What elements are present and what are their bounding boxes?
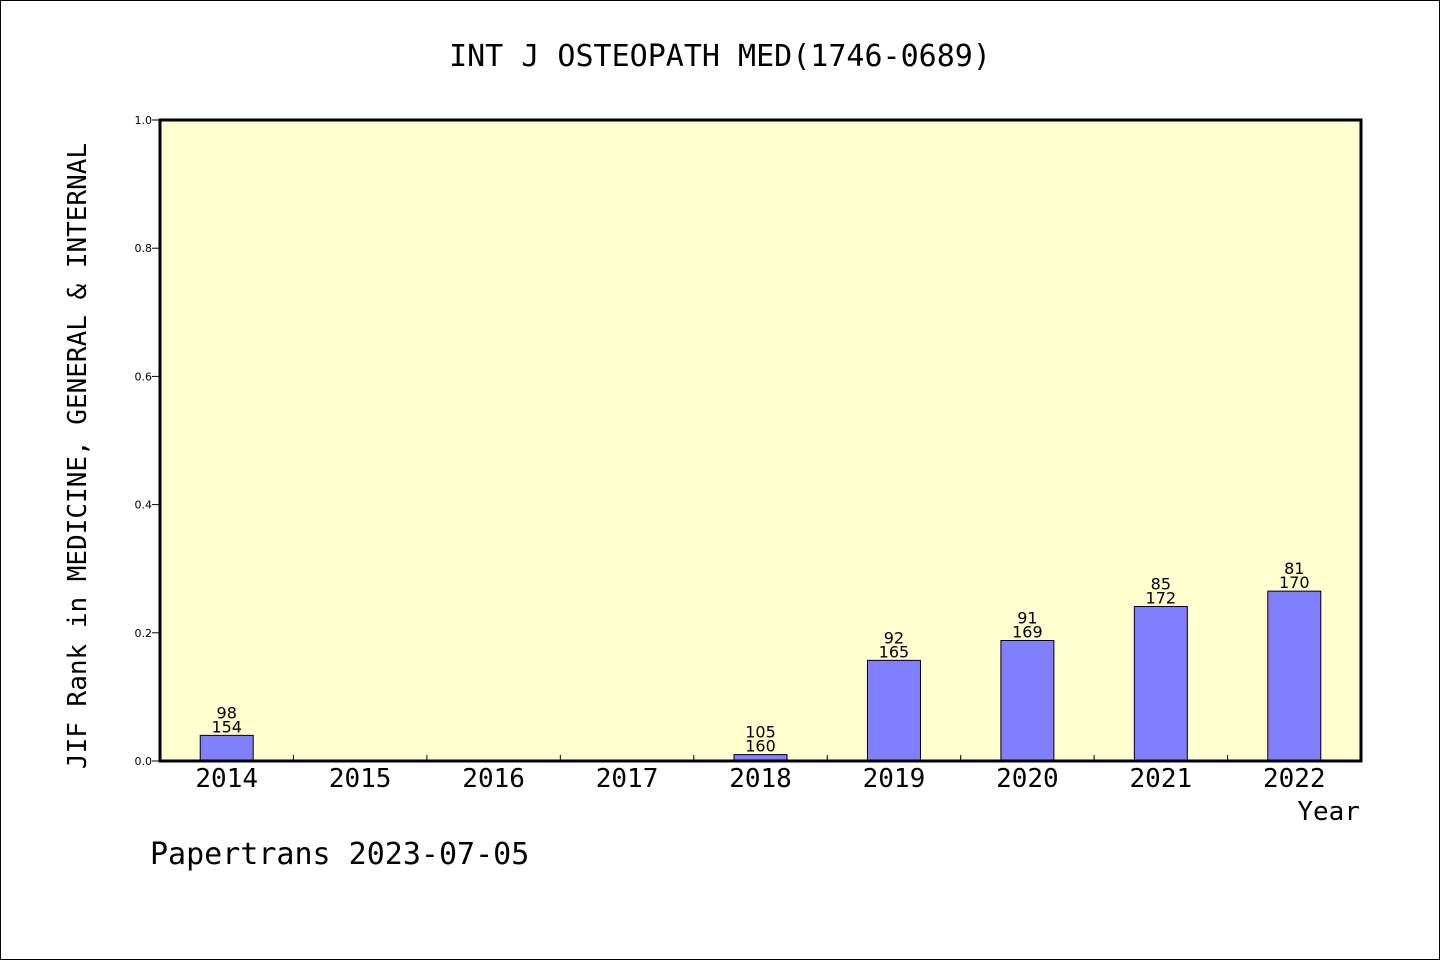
y-tick-label: 0.6	[135, 370, 153, 383]
x-tick-label: 2022	[1263, 764, 1326, 794]
x-tick-label: 2019	[863, 764, 926, 794]
bar-rank-label: 81	[1284, 559, 1304, 578]
chart-title: INT J OSTEOPATH MED(1746-0689)	[449, 39, 991, 74]
bar-rank-label: 85	[1151, 575, 1171, 594]
bars-group	[199, 590, 1322, 762]
y-axis: 0.0 0.2 0.4 0.6 0.8 1.0	[135, 114, 160, 768]
x-tick-label: 2017	[596, 764, 659, 794]
bar-rank-label: 91	[1017, 608, 1037, 627]
bar-rank-label: 98	[217, 703, 237, 722]
y-tick-label: 0.2	[135, 627, 153, 640]
bar-2022	[1267, 590, 1322, 762]
bar-total-label: 170	[1279, 573, 1310, 592]
bar-2014	[199, 734, 254, 762]
bar-total-label: 165	[879, 642, 910, 661]
plot-border	[158, 118, 1363, 763]
y-tick-label: 1.0	[135, 114, 153, 127]
y-axis-label: JIF Rank in MEDICINE, GENERAL & INTERNAL	[63, 143, 93, 769]
bar-2019	[866, 659, 921, 762]
x-tick-label: 2020	[996, 764, 1059, 794]
x-tick-label: 2015	[329, 764, 392, 794]
x-axis: 2014 2015 2016 2017 2018 2019 2020 2021 2022	[195, 755, 1326, 794]
bar-total-label: 154	[211, 717, 242, 736]
bar-2021	[1133, 606, 1188, 762]
y-tick-label: 0.8	[135, 242, 153, 255]
y-tick-label: 0.4	[135, 499, 153, 512]
x-tick-label: 2018	[729, 764, 792, 794]
x-tick-label: 2021	[1130, 764, 1193, 794]
x-tick-label: 2016	[462, 764, 525, 794]
bar-rank-label: 92	[884, 628, 904, 647]
x-axis-label: Year	[1297, 797, 1360, 827]
y-tick-label: 0.0	[135, 755, 153, 768]
footer-credit: Papertrans 2023-07-05	[150, 837, 529, 872]
bar-total-label: 172	[1146, 589, 1177, 608]
bar-2020	[1000, 639, 1055, 762]
x-tick-label: 2014	[195, 764, 258, 794]
bar-total-label: 160	[745, 737, 776, 756]
bar-total-label: 169	[1012, 622, 1043, 641]
bar-rank-label: 105	[745, 723, 776, 742]
